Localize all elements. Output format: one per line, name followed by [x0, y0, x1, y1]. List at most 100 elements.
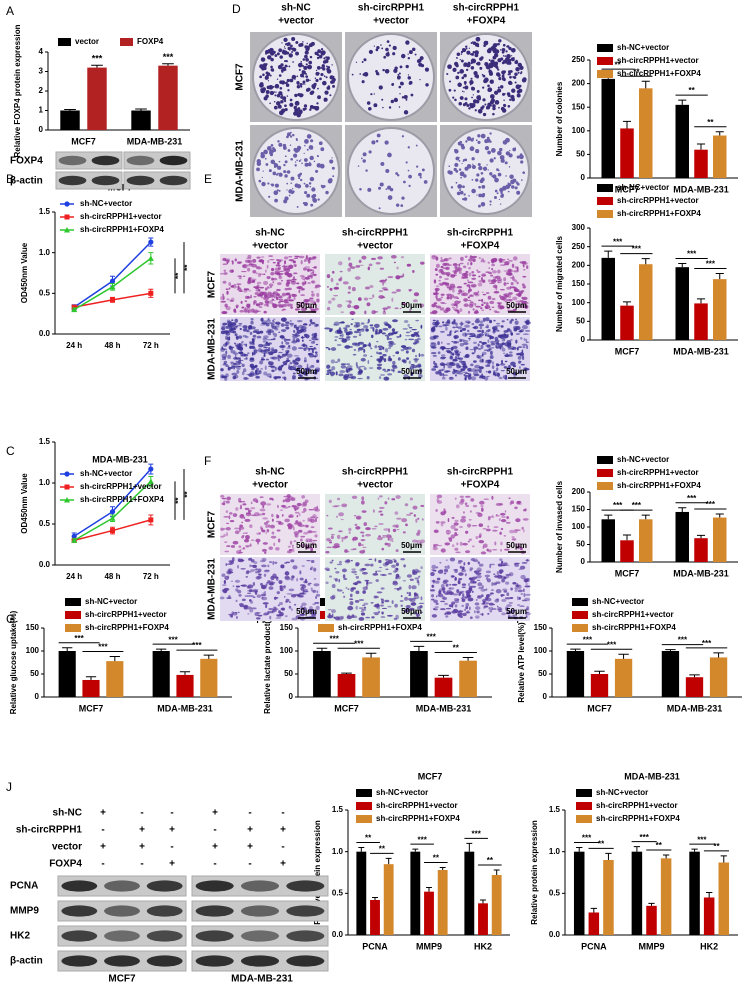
- cell: [249, 277, 253, 279]
- cell: [338, 530, 342, 532]
- colony: [499, 148, 502, 151]
- cell: [465, 256, 468, 258]
- y-tick-label: 0: [543, 692, 548, 701]
- cell: [347, 588, 349, 589]
- cell: [476, 270, 478, 271]
- cell: [253, 309, 259, 313]
- cell: [355, 606, 357, 610]
- colony: [481, 202, 485, 206]
- significance: ***: [687, 494, 697, 503]
- cell: [368, 319, 370, 323]
- condition-sign: -: [248, 859, 251, 870]
- cell: [253, 296, 256, 297]
- cell: [325, 551, 329, 553]
- error-bar: [594, 671, 604, 674]
- colony: [406, 65, 409, 68]
- colony: [476, 95, 481, 100]
- colony: [317, 66, 321, 70]
- point: [148, 291, 153, 296]
- cell: [475, 606, 480, 610]
- cell: [455, 330, 459, 332]
- cell: [220, 528, 224, 531]
- colony: [378, 187, 381, 190]
- colony: [277, 166, 281, 170]
- cell: [451, 611, 457, 614]
- cell: [242, 599, 246, 601]
- cell: [278, 259, 284, 261]
- legend-label: sh-circRPPH1+FOXP4: [617, 69, 701, 78]
- colony: [314, 106, 319, 111]
- cell: [438, 269, 443, 273]
- cell: [273, 338, 276, 340]
- cell: [371, 258, 376, 260]
- cell: [304, 258, 309, 261]
- cell: [262, 596, 264, 599]
- error-bar: [716, 132, 724, 136]
- cell: [326, 347, 329, 348]
- colony: [470, 146, 475, 151]
- cell: [488, 594, 492, 596]
- cell: [333, 578, 335, 580]
- cell: [342, 569, 347, 573]
- cell: [469, 586, 472, 590]
- condition-sign: -: [213, 859, 216, 870]
- colony: [265, 63, 267, 65]
- cell: [238, 594, 241, 597]
- condition-sign: -: [170, 808, 173, 819]
- cell: [394, 560, 397, 563]
- cell: [257, 594, 262, 597]
- cell: [471, 323, 474, 325]
- cell: [350, 266, 355, 269]
- cell: [417, 580, 419, 584]
- cell: [329, 541, 332, 543]
- cell: [294, 533, 297, 537]
- y-tick-label: 200: [572, 487, 586, 496]
- colony: [467, 51, 469, 53]
- cell: [350, 376, 356, 380]
- cell: [456, 534, 458, 535]
- error-bar: [678, 508, 686, 512]
- cell: [512, 297, 517, 301]
- colony: [287, 79, 290, 82]
- cell: [433, 608, 438, 610]
- cell: [488, 267, 490, 269]
- cell: [396, 549, 399, 552]
- cell: [266, 359, 269, 361]
- cell: [370, 324, 374, 326]
- cell: [349, 601, 353, 605]
- colony: [476, 194, 477, 195]
- cell: [286, 293, 289, 295]
- cell: [458, 358, 463, 360]
- legend-label: sh-circRPPH1+vector: [617, 468, 699, 477]
- colony: [487, 151, 491, 155]
- cell: [361, 612, 365, 615]
- significance: ***: [582, 834, 592, 843]
- colony: [274, 166, 276, 168]
- colony: [385, 169, 389, 173]
- legend-label: sh-NC+vector: [80, 199, 132, 208]
- colony: [290, 144, 291, 145]
- cell: [457, 598, 459, 600]
- panel-letter: C: [6, 444, 15, 458]
- colony: [367, 188, 371, 192]
- cell: [264, 353, 266, 357]
- cell: [396, 576, 401, 579]
- legend-swatch: [120, 38, 133, 46]
- cell: [235, 600, 237, 602]
- colony: [285, 155, 287, 157]
- colony: [262, 177, 263, 178]
- error-bar: [648, 903, 654, 906]
- cell: [348, 257, 351, 260]
- cell: [509, 530, 515, 534]
- cell: [316, 506, 318, 509]
- colony: [294, 148, 298, 152]
- colony: [480, 179, 484, 183]
- cell: [289, 601, 291, 603]
- y-tick-label: 0.5: [332, 888, 344, 897]
- colony: [497, 58, 501, 62]
- cell: [288, 514, 291, 518]
- x-tick-label: MDA-MB-231: [673, 346, 729, 356]
- cell: [286, 562, 290, 563]
- cell: [477, 271, 481, 272]
- colony: [316, 102, 318, 104]
